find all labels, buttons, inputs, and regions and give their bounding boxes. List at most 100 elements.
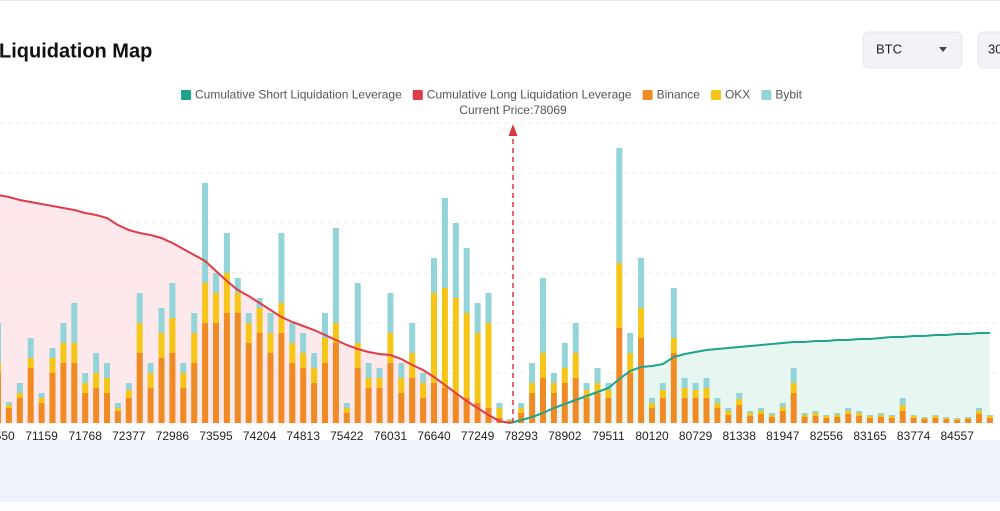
bar-segment [180,363,187,373]
bar-segment [376,378,383,388]
bar-segment [245,313,252,323]
x-tick-label: 84557 [941,429,975,443]
bar-segment [27,368,34,423]
bar-segment [790,368,797,383]
bar-segment [180,373,187,388]
bar-segment [343,413,350,423]
bar-segment [322,338,328,363]
bar-segment [954,420,961,423]
bar-segment [594,393,601,423]
bar-segment [158,308,165,333]
bar-segment [82,383,89,393]
bar-segment [71,363,78,423]
bar-segment [5,405,12,408]
select-value[interactable]: 30 [988,41,1000,56]
bar-segment [365,363,372,378]
bar-segment [823,418,830,423]
bar-segment [943,417,950,418]
bar-segment [191,333,198,363]
bar-segment [441,288,448,388]
select-box[interactable] [862,31,963,69]
bar-segment [529,393,536,423]
bar-segment [877,417,884,423]
bar-segment [38,403,45,423]
select-caret[interactable] [939,47,947,52]
symbol-select[interactable]: BTC [862,31,963,69]
legend-swatch [761,90,772,100]
bar-segment [202,183,209,283]
bar-segment [16,393,23,398]
bar-segment [736,399,743,405]
bar-segment [659,383,666,390]
bar-segment [550,383,557,393]
bar-segment [474,403,481,423]
legend-label: OKX [725,88,750,102]
bar-segment [93,373,100,388]
bar-segment [202,323,209,423]
x-tick-label: 80120 [635,429,669,443]
bar-segment [387,363,394,423]
bar-segment [256,333,263,423]
legend-label: Cumulative Short Liquidation Leverage [195,88,402,102]
bar-segment [867,416,873,418]
x-tick-label: 71768 [69,429,103,443]
bar-segment [136,323,143,353]
bar-segment [38,398,45,403]
bar-segment [104,378,110,393]
bar-segment [518,403,525,408]
x-tick-label: 79511 [592,429,625,443]
x-tick-label: 74813 [287,429,321,443]
bar-segment [801,413,808,415]
select-value[interactable]: BTC [876,41,902,56]
bar-segment [431,293,437,383]
bar-segment [888,415,895,416]
bar-segment [823,416,830,418]
x-tick-label: 72986 [156,429,190,443]
bar-segment [452,393,459,423]
bar-segment [0,363,1,373]
bar-segment [278,233,285,303]
bar-segment [856,413,863,416]
bar-segment [649,403,655,408]
bar-segment [245,343,252,423]
legend-item: Cumulative Long Liquidation Leverage [412,88,632,102]
bar-segment [332,323,339,343]
bar-segment [365,378,372,388]
bar-segment [976,414,982,423]
bar-segment [354,368,361,423]
period-select[interactable]: 30 [977,31,1000,69]
bar-segment [681,398,688,423]
bar-segment [420,383,427,398]
bar-segment [867,415,873,416]
bar-segment [801,417,808,423]
bar-segment [267,353,274,423]
bar-segment [104,363,110,378]
bar-segment [431,383,437,423]
legend-item: Binance [642,88,700,102]
bar-segment [670,338,677,353]
bar-segment [888,416,895,418]
select-box[interactable] [977,31,1000,69]
bar-segment [965,417,972,418]
legend-item: OKX [710,88,750,102]
bar-segment [278,333,285,423]
bar-segment [703,378,710,388]
bar-segment [529,363,536,383]
bar-segment [965,419,972,423]
bar-segment [812,413,819,416]
bar-segment [943,419,950,423]
bar-segment [147,363,154,373]
x-tick-label: 83165 [853,429,887,443]
bar-segment [725,408,732,411]
bar-segment [790,383,797,393]
bar-segment [649,398,655,403]
bar-segment [376,388,383,423]
bar-segment [583,383,590,390]
bar-segment [692,383,699,390]
bar-segment [332,228,339,323]
bar-segment [540,353,546,378]
bar-segment [627,373,634,423]
bar-segment [583,398,590,423]
bar-segment [234,278,241,293]
bar-segment [125,398,132,423]
